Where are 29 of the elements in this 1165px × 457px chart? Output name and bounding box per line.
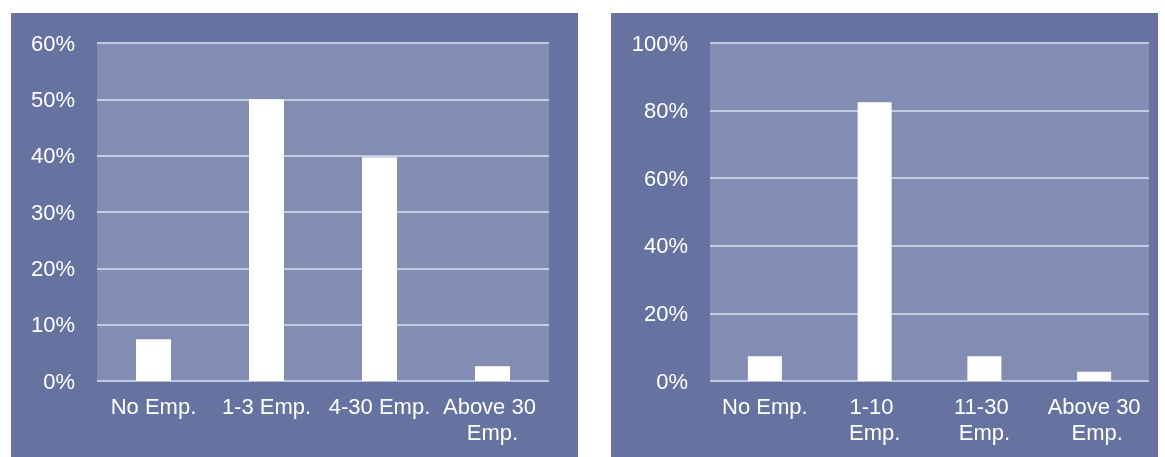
y-tick-label: 60% — [30, 30, 75, 56]
y-tick-label: 60% — [643, 165, 688, 191]
bar — [857, 102, 892, 381]
y-tick-label: 0% — [43, 368, 75, 394]
y-tick-label: 20% — [643, 300, 688, 326]
bar — [248, 99, 285, 381]
x-tick-label: 11-30 Emp. — [954, 393, 1015, 445]
bar — [361, 157, 398, 381]
bar — [967, 356, 1002, 381]
x-tick-label: Above 30 Emp. — [1047, 393, 1141, 445]
bar — [474, 366, 511, 381]
x-tick-label: No Emp. — [110, 393, 197, 419]
x-tick-label: Above 30 Emp. — [442, 393, 543, 445]
y-tick-label: 40% — [30, 143, 75, 169]
bar — [747, 356, 782, 381]
y-tick-label: 30% — [30, 199, 75, 225]
bar — [135, 339, 172, 381]
bar — [1077, 371, 1112, 381]
y-tick-label: 20% — [30, 255, 75, 281]
y-tick-label: 10% — [30, 312, 75, 338]
y-tick-label: 50% — [30, 86, 75, 112]
x-tick-label: 1-3 Emp. — [221, 393, 312, 419]
x-tick-label: No Emp. — [722, 393, 808, 419]
x-tick-label: 4-30 Emp. — [328, 393, 431, 419]
y-tick-label: 80% — [643, 98, 688, 124]
x-tick-label: 1-10 Emp. — [848, 393, 901, 445]
y-tick-label: 0% — [656, 368, 688, 394]
y-tick-label: 100% — [631, 30, 688, 56]
y-tick-label: 40% — [643, 233, 688, 259]
